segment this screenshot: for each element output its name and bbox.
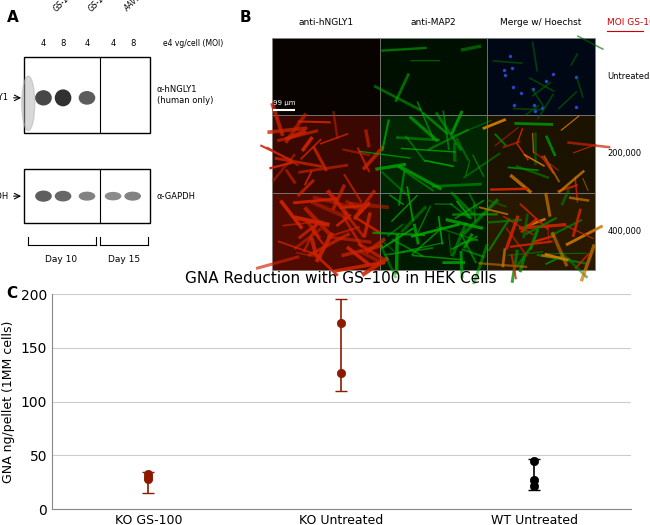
Text: Day 10: Day 10 (45, 255, 77, 264)
Bar (488, 115, 595, 193)
Text: C: C (6, 286, 18, 301)
Text: GS-100: GS-100 (87, 0, 113, 13)
Text: 4: 4 (41, 39, 46, 48)
Text: 8: 8 (60, 39, 66, 48)
Bar (272, 115, 380, 193)
Text: 4: 4 (111, 39, 116, 48)
Text: GAPDH: GAPDH (0, 192, 8, 201)
Text: anti-hNGLY1: anti-hNGLY1 (298, 18, 354, 27)
Bar (24, 57, 150, 133)
Text: 4: 4 (84, 39, 90, 48)
Ellipse shape (55, 90, 71, 106)
Text: GS-100: GS-100 (52, 0, 79, 13)
Text: 99 μm: 99 μm (273, 100, 295, 106)
Bar (24, 169, 150, 224)
Ellipse shape (79, 192, 95, 200)
Text: anti-MAP2: anti-MAP2 (411, 18, 456, 27)
Text: 8: 8 (130, 39, 135, 48)
Ellipse shape (21, 76, 35, 131)
Text: α-hNGLY1
(human only): α-hNGLY1 (human only) (157, 86, 213, 105)
Text: hNGLY1: hNGLY1 (0, 93, 8, 102)
Bar (272, 193, 380, 270)
Text: AAV9-GFP: AAV9-GFP (123, 0, 156, 13)
Bar (380, 38, 488, 115)
Bar (380, 115, 488, 193)
Text: 200,000: 200,000 (607, 149, 642, 159)
Text: Day 15: Day 15 (108, 255, 140, 264)
Bar (272, 38, 380, 115)
Title: GNA Reduction with GS–100 in HEK Cells: GNA Reduction with GS–100 in HEK Cells (185, 271, 497, 286)
Text: e4 vg/cell (MOI): e4 vg/cell (MOI) (163, 39, 224, 48)
Bar (380, 193, 488, 270)
Text: α-GAPDH: α-GAPDH (157, 192, 196, 201)
Bar (488, 38, 595, 115)
Text: A: A (6, 10, 18, 26)
Ellipse shape (79, 92, 95, 104)
Text: 400,000: 400,000 (607, 227, 642, 236)
Bar (488, 193, 595, 270)
Text: Merge w/ Hoechst: Merge w/ Hoechst (500, 18, 582, 27)
Ellipse shape (36, 91, 51, 105)
Ellipse shape (36, 191, 51, 201)
Ellipse shape (125, 192, 140, 200)
Ellipse shape (55, 192, 71, 201)
Text: B: B (240, 10, 251, 26)
Text: MOI GS-100: MOI GS-100 (607, 18, 650, 27)
Y-axis label: GNA ng/pellet (1MM cells): GNA ng/pellet (1MM cells) (2, 320, 15, 483)
Ellipse shape (105, 193, 121, 200)
Text: Untreated: Untreated (607, 72, 649, 81)
